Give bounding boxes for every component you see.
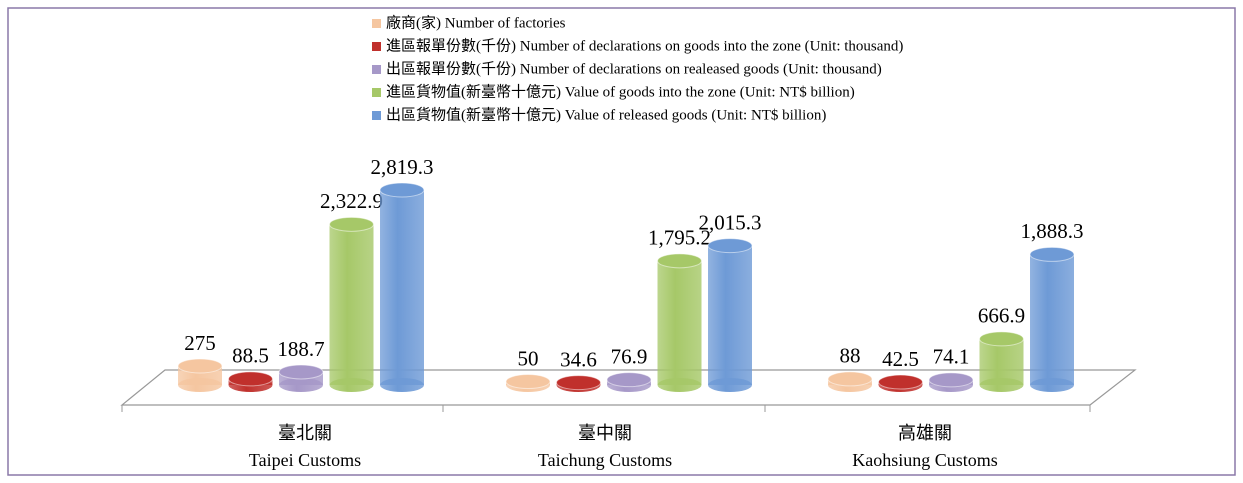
bar-body [329,224,374,385]
bar-top [177,358,223,374]
bar-top [278,364,324,380]
data-label: 2,322.9 [320,189,383,213]
bar [878,374,923,392]
x-tick-label: Taichung Customs [538,450,672,470]
bar-bottom [979,378,1024,392]
bar-top [505,374,551,390]
legend-swatch [372,111,381,120]
bar [278,364,324,392]
data-label: 188.7 [277,337,324,361]
legend-text: 出區報單份數(千份) Number of declarations on rea… [386,60,882,77]
legend-swatch [372,65,381,74]
bar [379,182,425,392]
bar-bottom [657,378,702,392]
bar-top [827,371,873,387]
bar-bottom [1030,378,1074,392]
bar [657,253,702,392]
bar [707,238,753,392]
bar-top [928,372,974,388]
bar [228,371,273,392]
bar-body [380,190,424,385]
bar [505,374,551,392]
bar-top [556,375,601,391]
bar-bottom [178,378,222,392]
data-label: 275 [184,331,216,355]
bar-body [657,260,702,385]
bar-top [878,374,923,390]
bar-top [329,216,374,232]
data-label: 50 [518,346,539,370]
data-label: 88 [840,344,861,368]
legend-text: 進區貨物值(新臺幣十億元) Value of goods into the zo… [386,83,855,100]
x-tick-label: Kaohsiung Customs [852,450,998,470]
bar [928,372,974,392]
bar-body [1030,254,1074,385]
data-label: 2,015.3 [699,210,762,234]
bar-top [606,372,652,388]
x-tick-label: 臺中關 [578,423,632,443]
legend-text: 出區貨物值(新臺幣十億元) Value of released goods (U… [386,106,826,123]
bar [556,375,601,392]
data-label: 42.5 [882,347,919,371]
bar-body [708,245,752,385]
x-tick-label: Taipei Customs [249,450,361,470]
x-tick-label: 高雄關 [898,423,952,443]
bar-bottom [380,378,424,392]
data-label: 34.6 [560,347,597,371]
data-label: 1,795.2 [648,226,711,250]
legend-text: 進區報單份數(千份) Number of declarations on goo… [386,37,903,54]
data-label: 1,888.3 [1021,219,1084,243]
bar-bottom [279,378,323,392]
bar-top [707,238,753,254]
legend-text: 廠商(家) Number of factories [386,13,566,31]
bar-top [657,253,702,269]
data-label: 88.5 [232,344,269,368]
bar-top [379,182,425,198]
bar [979,331,1024,392]
bar [827,371,873,392]
bar-top [228,371,273,387]
legend-swatch [372,88,381,97]
data-label: 74.1 [933,345,970,369]
bar [329,216,374,392]
bar-bottom [708,378,752,392]
bar-bottom [329,378,374,392]
legend-swatch [372,42,381,51]
bar [1029,246,1075,392]
bar [606,372,652,392]
data-label: 2,819.3 [371,155,434,179]
data-label: 666.9 [978,304,1025,328]
bar-top [1029,246,1075,262]
legend-swatch [372,19,381,28]
x-tick-label: 臺北關 [278,423,332,443]
bar-body [979,338,1024,385]
data-label: 76.9 [611,344,648,368]
bar [177,358,223,392]
bar-top [979,331,1024,347]
